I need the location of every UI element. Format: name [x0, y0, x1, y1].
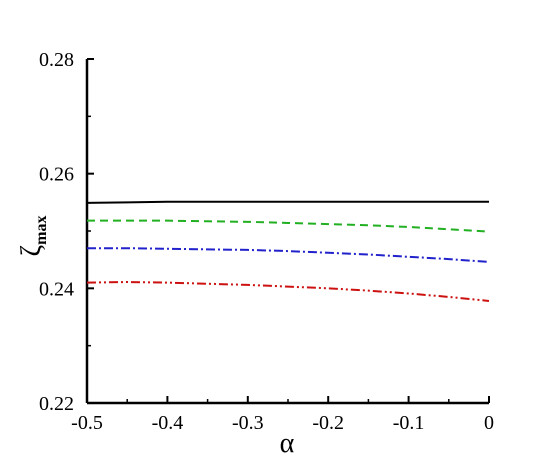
plot-frame: [85, 59, 489, 405]
x-axis-label: α: [280, 428, 295, 459]
x-tick-label: -0.3: [232, 412, 264, 434]
series-layer: [86, 200, 490, 302]
x-tick-label: -0.2: [312, 412, 344, 434]
series-line-4: [86, 281, 490, 302]
x-tick-label: -0.5: [71, 412, 103, 434]
y-axis-label: ζmax: [16, 216, 50, 257]
y-tick-label: 0.26: [39, 164, 74, 186]
y-axis-label-subscript: max: [33, 216, 50, 245]
y-tick-label: 0.28: [39, 49, 74, 71]
ticks-layer: [86, 58, 490, 404]
y-axis-label-symbol: ζ: [16, 245, 47, 257]
series-line-1: [86, 200, 489, 204]
series-line-2: [87, 219, 490, 233]
x-tick-label: -0.4: [152, 412, 184, 434]
y-tick-label: 0.24: [39, 278, 74, 300]
x-tick-label: -0.1: [393, 412, 425, 434]
tick-labels-layer: -0.5 -0.4 -0.3 -0.2 -0.1 0 0.22 0.24 0.26 0.28: [39, 49, 494, 434]
y-tick-label: 0.22: [39, 393, 74, 415]
x-tick-label: 0: [484, 412, 494, 434]
series-line-3: [87, 247, 490, 263]
